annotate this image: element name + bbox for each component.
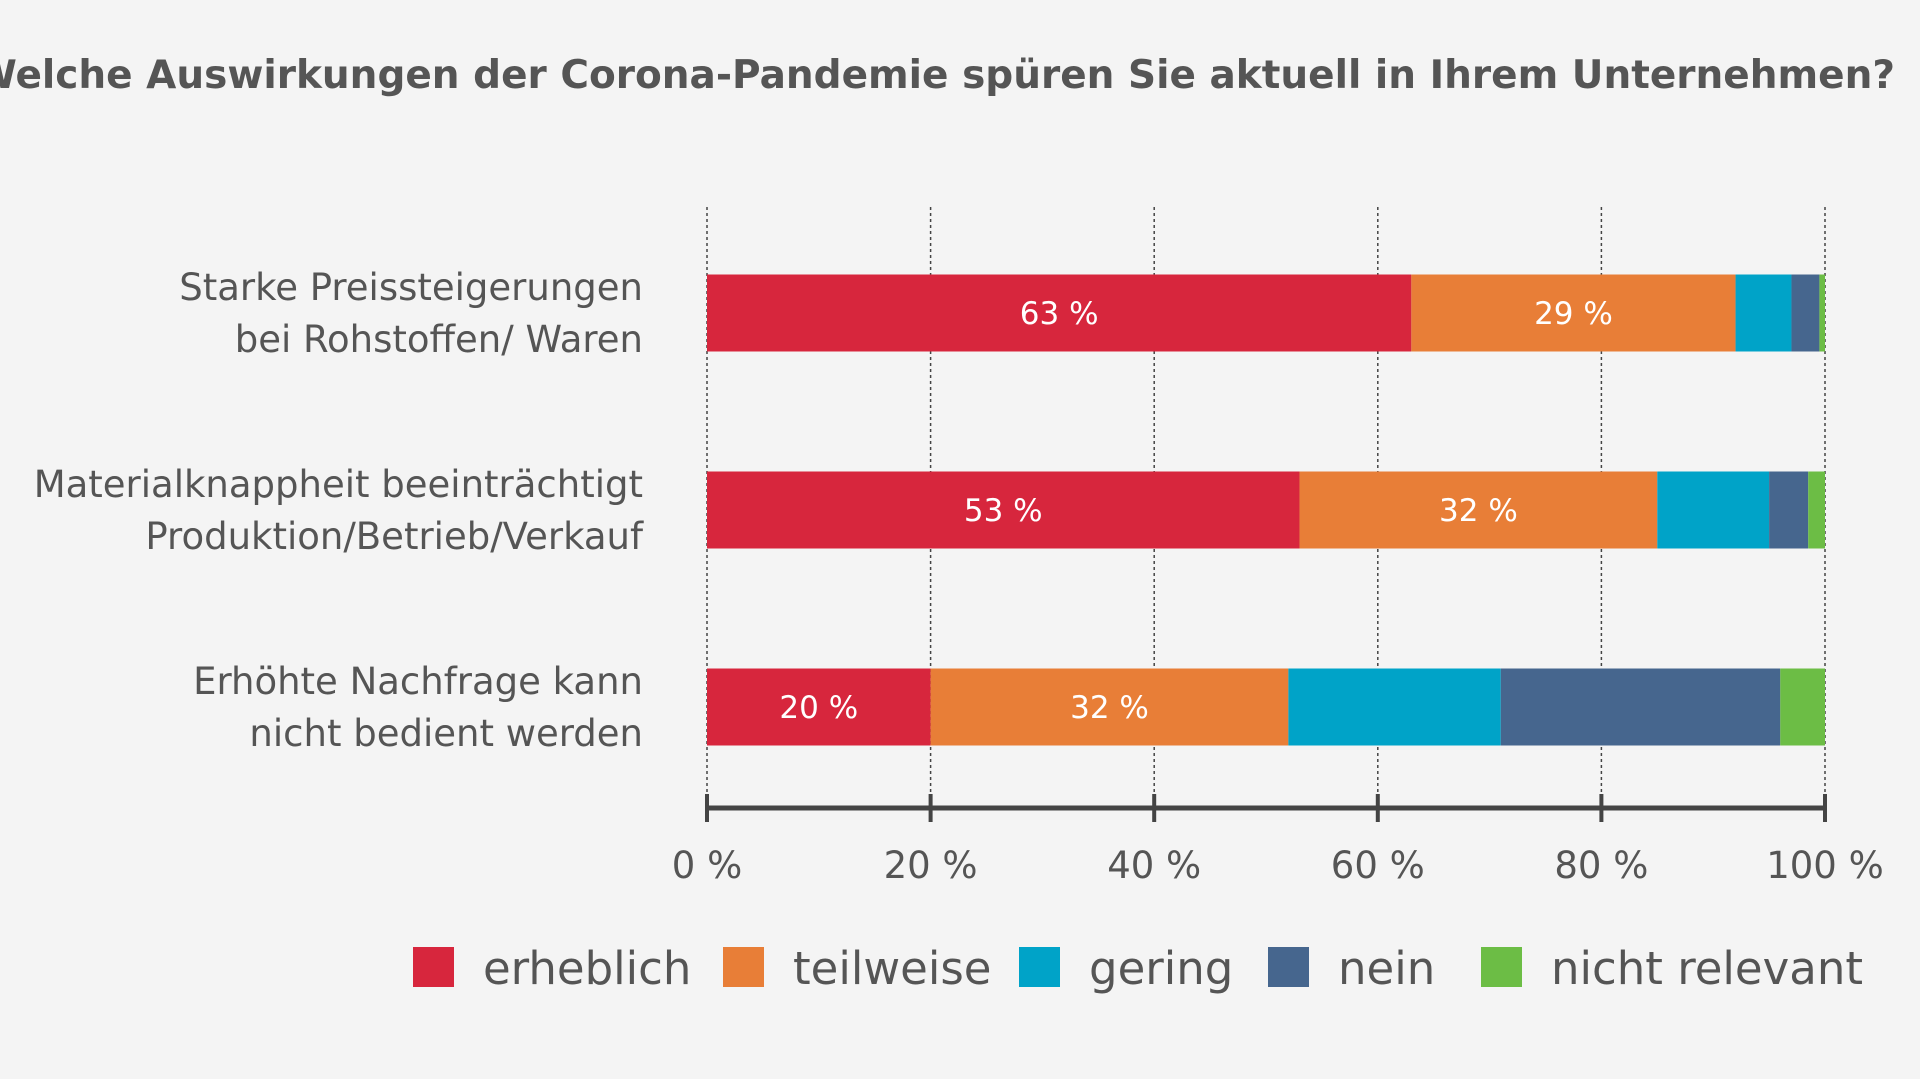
bar-segment	[1288, 668, 1501, 746]
legend-label: gering	[1089, 942, 1233, 995]
legend-label: teilweise	[793, 942, 991, 995]
bar-segment	[930, 668, 1289, 746]
legend-swatch	[1481, 947, 1522, 987]
legend-swatch	[1019, 947, 1060, 987]
tick-label: 80 %	[1554, 844, 1648, 887]
bar-segment	[1769, 471, 1809, 549]
category-label: Produktion/Betrieb/Verkauf	[145, 515, 644, 558]
bar-segment	[1657, 471, 1770, 549]
bar-segment	[1819, 274, 1825, 352]
data-label: 53 %	[964, 493, 1043, 529]
data-label: 29 %	[1534, 296, 1613, 332]
bar-segment	[1780, 668, 1825, 746]
category-label: bei Rohstoffen/ Waren	[235, 318, 643, 361]
category-label: Materialknappheit beeinträchtigt	[34, 463, 643, 506]
bar-segment	[1411, 274, 1736, 352]
chart-title: Welche Auswirkungen der Corona-Pandemie …	[0, 53, 1895, 98]
data-label: 20 %	[779, 690, 858, 726]
legend-swatch	[723, 947, 764, 987]
tick-label: 100 %	[1766, 844, 1884, 887]
category-label: Starke Preissteigerungen	[179, 266, 643, 309]
category-label: nicht bedient werden	[249, 712, 643, 755]
tick-label: 20 %	[884, 844, 978, 887]
category-labels: Starke Preissteigerungen bei Rohstoffen/ …	[34, 266, 644, 755]
bar-segment	[707, 274, 1412, 352]
tick-label: 60 %	[1331, 844, 1425, 887]
tick-label: 40 %	[1107, 844, 1201, 887]
x-axis: 0 % 20 % 40 % 60 % 80 % 100 %	[672, 794, 1884, 887]
legend-label: nein	[1338, 942, 1435, 995]
legend-swatch	[1268, 947, 1309, 987]
legend-label: nicht relevant	[1551, 942, 1863, 995]
data-label: 32 %	[1070, 690, 1149, 726]
bar-segment	[1791, 274, 1820, 352]
bar-segment	[1500, 668, 1781, 746]
bar-segment	[1299, 471, 1658, 549]
legend-label: erheblich	[483, 942, 691, 995]
data-label: 63 %	[1020, 296, 1099, 332]
bar-segment	[1808, 471, 1825, 549]
tick-label: 0 %	[672, 844, 742, 887]
category-label: Erhöhte Nachfrage kann	[193, 660, 643, 703]
bar-segment	[1735, 274, 1792, 352]
legend-swatch	[413, 947, 454, 987]
bar-segment	[707, 471, 1300, 549]
bar-segment	[707, 668, 931, 746]
legend: erheblich teilweise gering nein nicht releva…	[413, 942, 1863, 995]
data-label: 32 %	[1439, 493, 1518, 529]
bars: 63 % 29 % 53 % 32 % 20 % 32 %	[707, 274, 1825, 746]
